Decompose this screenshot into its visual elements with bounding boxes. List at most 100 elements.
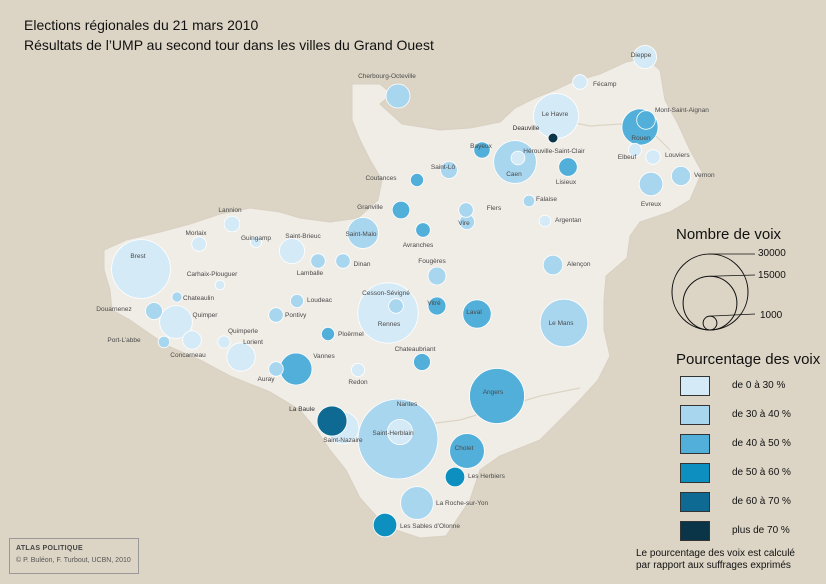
city-label-quimperle: Quimperle <box>228 328 258 335</box>
pct-swatch-70-plus <box>680 521 710 541</box>
city-circle-carhaix-plouguer <box>214 279 226 291</box>
city-label-granville: Granville <box>357 204 383 211</box>
city-label-vitre: Vitré <box>427 300 441 307</box>
credit-box <box>9 538 139 574</box>
city-label-quimper: Quimper <box>193 312 219 319</box>
city-circle-port-l-abbe <box>157 335 171 349</box>
city-label-guingamp: Guingamp <box>241 235 271 242</box>
city-label-vire: Vire <box>458 220 470 227</box>
city-label-herouville-saint-clair: Hérouville-Saint-Clair <box>523 148 585 155</box>
city-label-saint-malo: Saint-Malo <box>345 231 376 238</box>
city-label-nantes: Nantes <box>397 401 418 408</box>
city-label-saint-lo: Saint-Lô <box>431 164 456 171</box>
city-circle-saint-herblain <box>386 418 413 445</box>
city-label-evreux: Evreux <box>641 201 662 208</box>
pct-swatch-40-50 <box>680 434 710 454</box>
city-circle-lamballe <box>310 253 326 269</box>
size-legend-leader-3 <box>709 313 756 317</box>
city-circle-avranches <box>415 222 431 238</box>
city-circle-redon <box>350 362 365 377</box>
city-label-saint-nazaire: Saint-Nazaire <box>323 437 363 444</box>
city-label-lorient: Lorient <box>243 339 263 346</box>
city-circle-guingamp <box>249 235 262 248</box>
city-label-cholet: Cholet <box>455 445 474 452</box>
city-label-dinan: Dinan <box>354 261 371 268</box>
size-legend-circle-3 <box>702 315 718 331</box>
city-circle-quimper <box>159 305 193 339</box>
city-label-port-l-abbe: Port-L’abbe <box>107 337 141 344</box>
city-circle-coutances <box>409 172 424 187</box>
size-legend-leader-2 <box>709 274 756 277</box>
city-label-vernon: Vernon <box>694 172 715 179</box>
city-circle-granville <box>391 200 411 220</box>
city-circle-lannion <box>223 215 241 233</box>
city-label-chateaubriant: Chateaubriant <box>395 346 436 353</box>
city-label-douarnenez: Douarnenez <box>96 306 131 313</box>
credit-title: ATLAS POLITIQUE <box>16 545 83 552</box>
city-label-flers: Flers <box>487 205 502 212</box>
map-subtitle: Résultats de l’UMP au second tour dans l… <box>24 37 434 53</box>
city-circle-falaise <box>522 194 536 208</box>
city-circle-rennes <box>357 282 419 344</box>
city-label-le-mans: Le Mans <box>549 320 575 327</box>
legend-note-line1: Le pourcentage des voix est calculé <box>636 548 795 559</box>
city-label-lannion: Lannion <box>218 207 242 214</box>
city-circle-argentan <box>538 214 552 228</box>
pct-label-70-plus: plus de 70 % <box>732 525 790 536</box>
size-legend-title: Nombre de voix <box>676 226 782 243</box>
city-label-morlaix: Morlaix <box>186 230 208 237</box>
city-label-pontivy: Pontivy <box>285 312 307 319</box>
city-label-rennes: Rennes <box>378 321 401 328</box>
city-circle-laval <box>462 299 492 329</box>
city-circle-vitre <box>427 296 447 316</box>
city-circle-douarnenez <box>145 302 163 320</box>
city-circle-saint-brieuc <box>278 237 305 264</box>
city-circle-dinan <box>335 253 351 269</box>
city-label-falaise: Falaise <box>536 196 557 203</box>
city-label-deauville: Deauville <box>513 125 540 132</box>
city-label-louviers: Louviers <box>665 152 690 159</box>
city-label-auray: Auray <box>258 376 276 383</box>
city-label-alencon: Alençon <box>567 261 591 268</box>
city-circle-quimperle <box>217 335 231 349</box>
city-circle-lisieux <box>558 157 578 177</box>
city-circle-cesson-sevigne <box>388 298 404 314</box>
city-circle-auray <box>268 361 284 377</box>
city-label-redon: Redon <box>348 379 368 386</box>
city-circle-deauville <box>547 132 559 144</box>
city-label-saint-brieuc: Saint-Brieuc <box>285 233 321 240</box>
city-circle-cherbourg-octeville <box>385 83 411 109</box>
city-label-saint-herblain: Saint-Herblain <box>372 430 414 437</box>
city-circle-loudeac <box>289 293 304 308</box>
pct-swatch-30-40 <box>680 405 710 425</box>
city-circle-evreux <box>638 171 664 197</box>
city-circle-le-mans <box>539 298 589 348</box>
city-label-concarneau: Concarneau <box>170 352 206 359</box>
size-legend-label-small: 1000 <box>760 310 783 321</box>
city-label-ploermel: Ploërmel <box>338 331 364 338</box>
city-label-carhaix-plouguer: Carhaix-Plouguer <box>187 271 238 278</box>
city-label-brest: Brest <box>130 253 145 260</box>
size-legend-circle-1 <box>671 253 749 331</box>
city-label-lisieux: Lisieux <box>556 179 577 186</box>
city-label-dieppe: Dieppe <box>631 52 652 59</box>
city-label-loudeac: Loudeac <box>307 297 333 304</box>
city-label-cherbourg-octeville: Cherbourg-Octeville <box>358 73 416 80</box>
city-circle-cholet <box>449 433 485 469</box>
city-circle-saint-malo <box>347 217 379 249</box>
pct-legend-title: Pourcentage des voix <box>676 351 821 368</box>
size-legend-circle-2 <box>682 275 738 331</box>
city-label-cesson-sevigne: Cesson-Sévigné <box>362 290 410 297</box>
city-circle-brest <box>111 239 171 299</box>
city-circle-alencon <box>542 254 564 276</box>
city-label-le-havre: Le Havre <box>542 111 569 118</box>
city-label-argentan: Argentan <box>555 217 582 224</box>
city-label-caen: Caen <box>506 171 522 178</box>
city-circle-angers <box>469 368 525 424</box>
size-legend-label-large: 30000 <box>758 248 786 259</box>
city-circle-lorient <box>226 342 256 372</box>
city-label-lamballe: Lamballe <box>297 270 324 277</box>
city-label-bayeux: Bayeux <box>470 143 492 150</box>
city-label-les-sables-d-olonne: Les Sables d’Olonne <box>400 523 460 530</box>
